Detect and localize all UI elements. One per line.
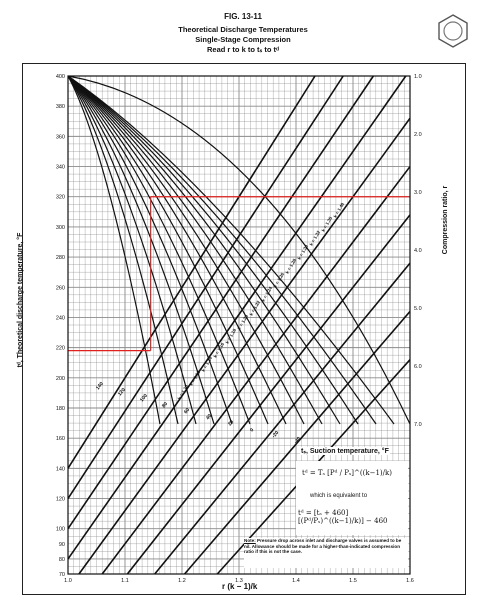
suction-line bbox=[67, 75, 407, 560]
r-tick-label: 6.0 bbox=[414, 364, 422, 370]
suction-series-label: 80 bbox=[161, 401, 169, 409]
gpsa-logo-icon bbox=[438, 14, 468, 48]
y-tick-label: 120 bbox=[56, 497, 65, 503]
example-path bbox=[68, 196, 410, 352]
y-tick-label: 70 bbox=[59, 572, 65, 578]
equation-2: tᵈ = [tₛ + 460] [(Pᵈ/Pₛ)^((k−1)/k)] − 46… bbox=[298, 509, 388, 525]
note-title: Note: bbox=[244, 538, 256, 543]
x-tick-label: 1.6 bbox=[406, 578, 414, 584]
suction-series-label: 40 bbox=[205, 413, 213, 421]
x-tick-label: 1.3 bbox=[235, 578, 243, 584]
suction-line bbox=[67, 75, 316, 469]
suction-line bbox=[183, 310, 411, 575]
k-curve bbox=[67, 75, 305, 425]
k-curve bbox=[67, 75, 161, 425]
y-tick-label: 260 bbox=[56, 285, 65, 291]
r-tick-label: 1.0 bbox=[414, 74, 422, 80]
r-tick-label: 3.0 bbox=[414, 190, 422, 196]
k-curve bbox=[67, 75, 395, 425]
compression-ratio-curves bbox=[67, 75, 411, 425]
r-scale-curve bbox=[67, 75, 411, 425]
plot-area-border bbox=[67, 75, 411, 575]
k-curve bbox=[67, 75, 341, 425]
r-tick-label: 2.0 bbox=[414, 132, 422, 138]
r-tick-label: 7.0 bbox=[414, 422, 422, 428]
y-tick-label: 80 bbox=[59, 557, 65, 563]
y-tick-label: 160 bbox=[56, 436, 65, 442]
suction-series-label: 60 bbox=[183, 407, 191, 415]
k-curve bbox=[67, 75, 287, 425]
k-curve bbox=[67, 75, 197, 425]
suction-series-label: -40 bbox=[293, 436, 302, 446]
suction-lines bbox=[67, 75, 411, 575]
y-tick-label: 360 bbox=[56, 134, 65, 140]
y-tick-label: 200 bbox=[56, 376, 65, 382]
r-tick-label: 5.0 bbox=[414, 306, 422, 312]
suction-series-label: 140 bbox=[95, 381, 105, 391]
y-tick-label: 180 bbox=[56, 406, 65, 412]
axis-ticks: 7080901001201401601802002202402602803003… bbox=[56, 74, 422, 584]
suction-line bbox=[126, 214, 411, 575]
figure-number: FIG. 13-11 bbox=[224, 12, 262, 21]
chart-frame bbox=[22, 63, 466, 595]
y-tick-label: 280 bbox=[56, 255, 65, 261]
k-curve bbox=[67, 75, 215, 425]
y-tick-label: 90 bbox=[59, 542, 65, 548]
chart-title-line2: Single-Stage Compression bbox=[195, 35, 291, 44]
y-tick-label: 400 bbox=[56, 74, 65, 80]
k-curve bbox=[67, 75, 377, 425]
equation-box: tᵈ = Tₛ [Pᵈ / Pₛ]^((k−1)/k) which is equ… bbox=[296, 461, 408, 535]
suction-series-label: 100 bbox=[139, 393, 149, 403]
x-tick-label: 1.2 bbox=[178, 578, 186, 584]
y-tick-label: 220 bbox=[56, 346, 65, 352]
k-curve bbox=[67, 75, 179, 425]
k-series-label: k = 1.24 bbox=[261, 285, 274, 302]
x-tick-label: 1.1 bbox=[121, 578, 129, 584]
x-tick-label: 1.5 bbox=[349, 578, 357, 584]
k-curve bbox=[67, 75, 359, 425]
k-curve bbox=[67, 75, 251, 425]
k-curve bbox=[67, 75, 269, 425]
y-tick-label: 240 bbox=[56, 315, 65, 321]
y-tick-label: 380 bbox=[56, 104, 65, 110]
k-curve bbox=[67, 75, 233, 425]
y-axis-label: tᵈ, Theoretical discharge temperature, °… bbox=[17, 232, 24, 368]
x-tick-label: 1.4 bbox=[292, 578, 300, 584]
suction-line bbox=[78, 117, 411, 575]
suction-line bbox=[67, 75, 375, 530]
r-tick-label: 4.0 bbox=[414, 248, 422, 254]
equivalence-text: which is equivalent to bbox=[310, 493, 368, 499]
y-tick-label: 300 bbox=[56, 225, 65, 231]
suction-temperature-label: tₛ, Suction temperature, °F bbox=[300, 447, 390, 455]
suction-series-label: 0 bbox=[249, 427, 256, 433]
note-box: Note: Pressure drop across inlet and dis… bbox=[244, 538, 408, 568]
y-tick-label: 320 bbox=[56, 195, 65, 201]
suction-series-label: -20 bbox=[271, 430, 280, 440]
y-tick-label: 340 bbox=[56, 165, 65, 171]
note-body: Pressure drop across inlet and discharge… bbox=[244, 538, 402, 555]
suction-line bbox=[101, 166, 411, 575]
right-axis-label: Compression ratio, r bbox=[442, 185, 449, 255]
suction-series-label: 20 bbox=[227, 419, 235, 427]
k-series-label: k = 1.28 bbox=[285, 257, 298, 274]
chart-title-line1: Theoretical Discharge Temperatures bbox=[178, 25, 308, 34]
suction-series-label: 120 bbox=[117, 387, 127, 397]
x-axis-label: r (k − 1)/k bbox=[222, 582, 258, 591]
equation-1: tᵈ = Tₛ [Pᵈ / Pₛ]^((k−1)/k) bbox=[302, 469, 392, 477]
suction-line bbox=[154, 262, 411, 575]
y-tick-label: 100 bbox=[56, 527, 65, 533]
y-tick-label: 140 bbox=[56, 466, 65, 472]
k-series-label: k = 1.35 bbox=[321, 215, 334, 232]
x-tick-label: 1.0 bbox=[64, 578, 72, 584]
k-series-label: k = 1.14 bbox=[201, 355, 214, 372]
k-curve bbox=[67, 75, 323, 425]
chart-title-line3: Read r to k to tₛ to tᵈ bbox=[207, 45, 279, 54]
